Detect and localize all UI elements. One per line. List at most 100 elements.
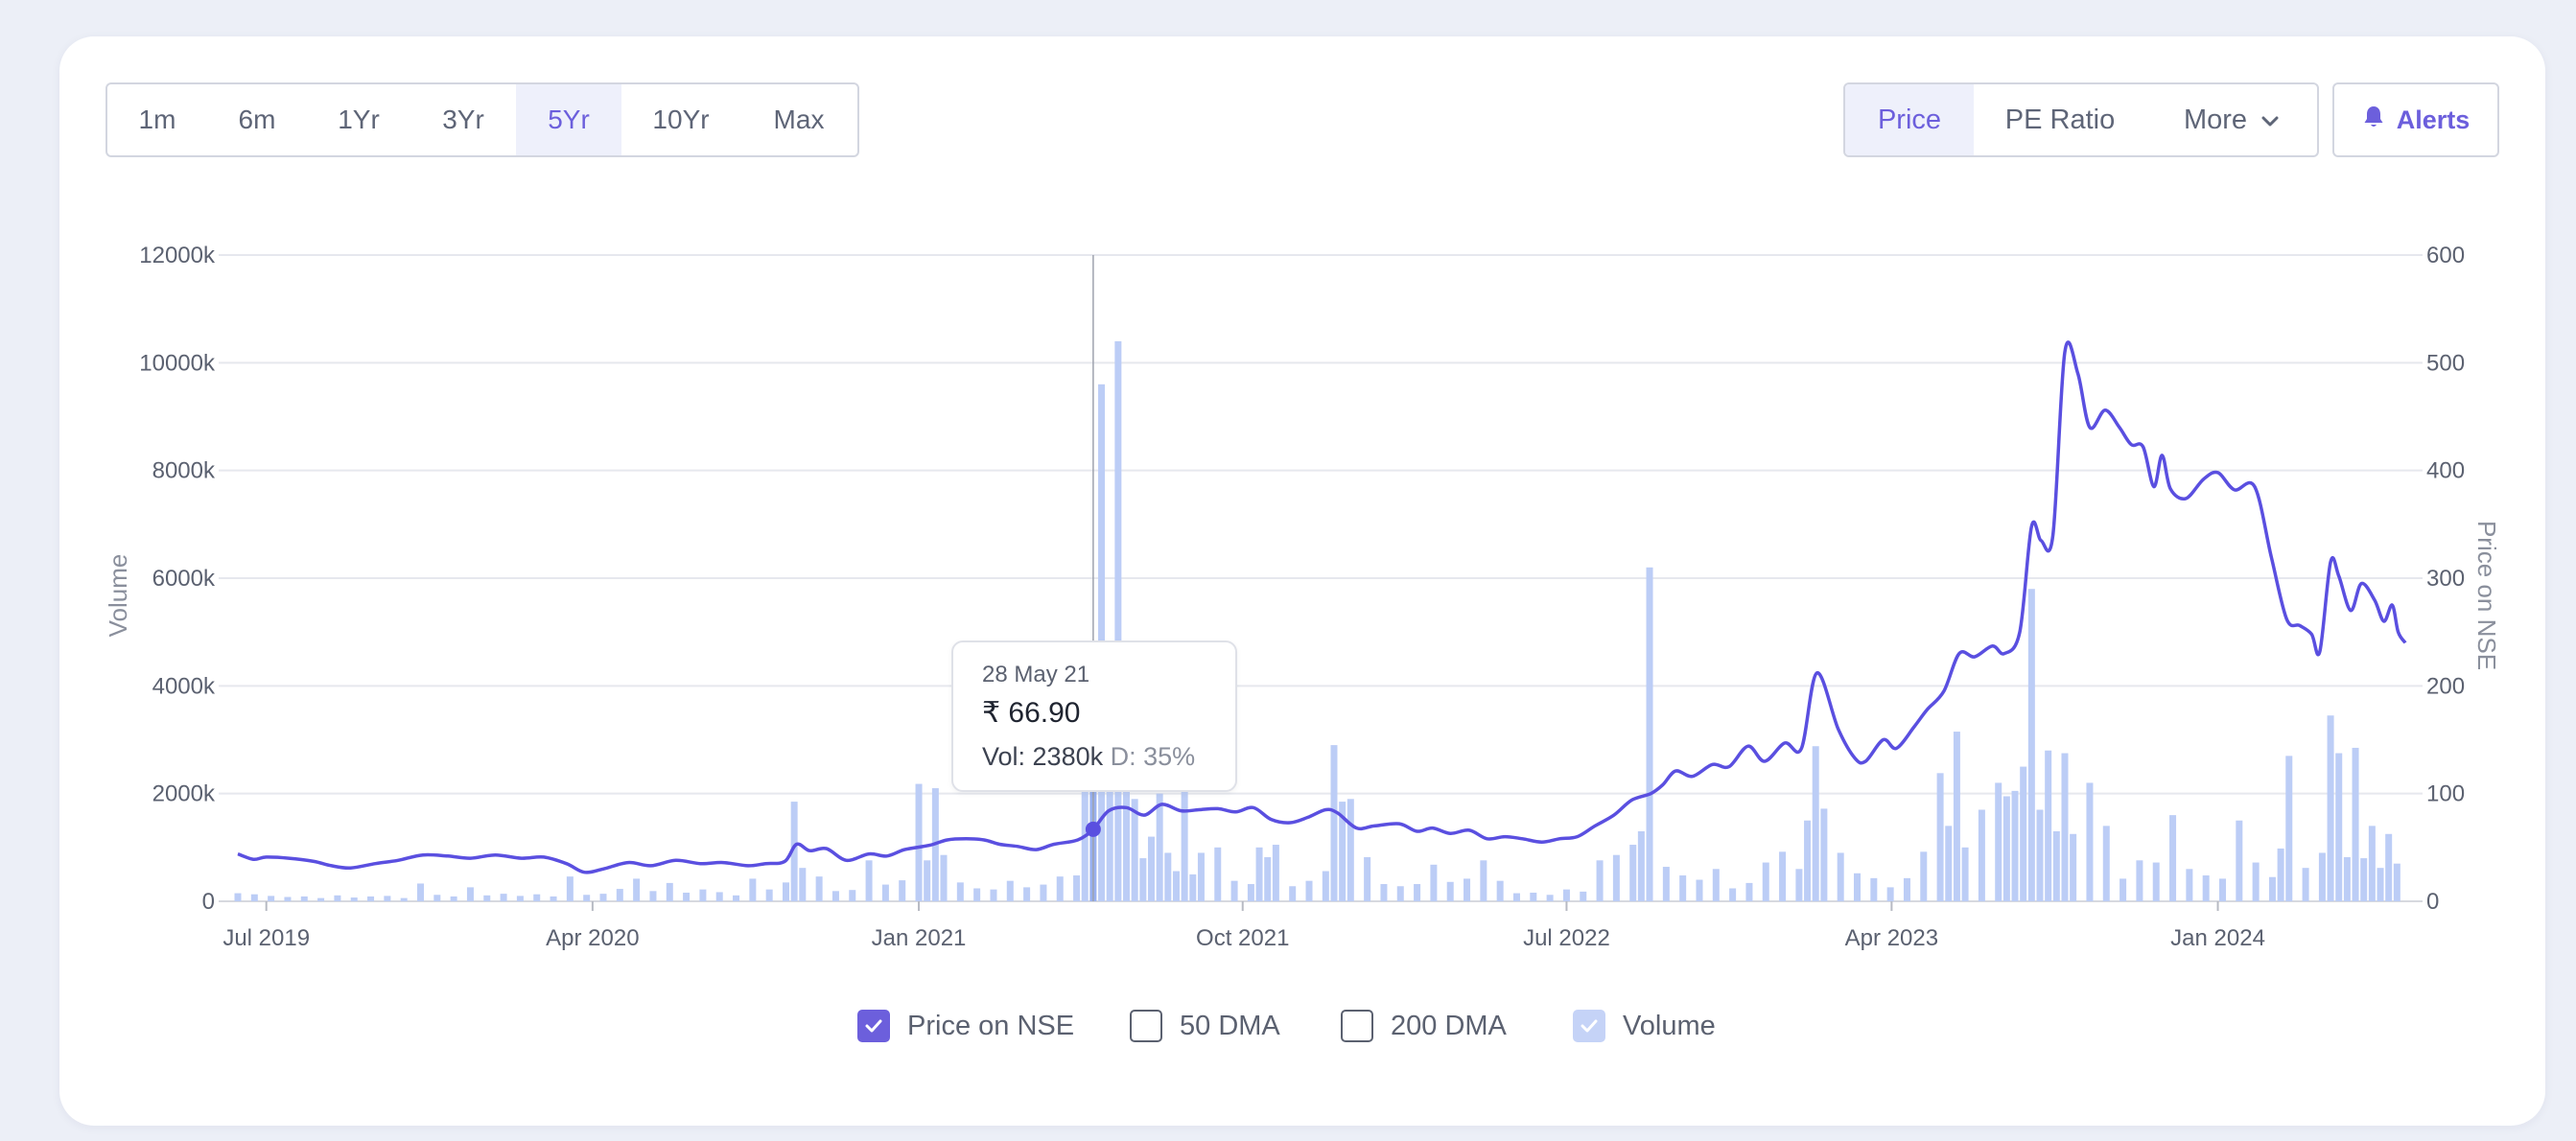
volume-bar xyxy=(583,895,591,901)
volume-bar xyxy=(550,896,557,901)
volume-bar xyxy=(1795,869,1803,901)
volume-bar xyxy=(2352,747,2359,901)
volume-bar xyxy=(2252,862,2260,901)
range-tab-1yr[interactable]: 1Yr xyxy=(338,105,380,134)
legend-200-dma-checkbox[interactable] xyxy=(1341,1010,1373,1042)
volume-bar xyxy=(1637,830,1645,901)
volume-bar xyxy=(1289,886,1297,901)
tooltip-price: ₹ 66.90 xyxy=(982,697,1081,729)
volume-bar xyxy=(450,896,457,901)
volume-bar xyxy=(1512,893,1520,901)
volume-bar xyxy=(1123,766,1131,901)
volume-bar xyxy=(2268,876,2276,901)
legend-volume[interactable]: Volume xyxy=(1573,1007,1716,1045)
volume-bar xyxy=(599,894,607,901)
volume-bar xyxy=(1330,745,1338,901)
volume-bar xyxy=(2061,753,2069,901)
legend-volume-checkbox[interactable] xyxy=(1573,1010,1605,1042)
tab-pe-ratio[interactable]: PE Ratio xyxy=(2004,104,2116,135)
volume-bar xyxy=(940,854,948,901)
tooltip-delivery: D: 35% xyxy=(1110,742,1196,771)
price-line xyxy=(237,340,2407,874)
more-dropdown[interactable]: More xyxy=(2146,84,2317,155)
volume-bar xyxy=(1380,884,1388,901)
range-tab-max[interactable]: Max xyxy=(773,105,825,134)
volume-bar xyxy=(416,883,424,901)
volume-bar xyxy=(2285,756,2293,901)
volume-bar xyxy=(2152,862,2160,901)
volume-bar xyxy=(1396,886,1404,901)
y-right-axis-title: Price on NSE xyxy=(2472,521,2501,670)
volume-bar xyxy=(1854,873,1862,901)
y-left-tick-label: 2000k xyxy=(152,781,216,807)
volume-bar xyxy=(2070,833,2077,901)
volume-bar xyxy=(1936,773,1944,901)
range-tab-3yr[interactable]: 3Yr xyxy=(442,105,484,134)
volume-bar xyxy=(317,897,325,901)
range-tab-6m[interactable]: 6m xyxy=(238,105,276,134)
volume-bar xyxy=(1197,852,1205,901)
legend-50-dma[interactable]: 50 DMA xyxy=(1130,1007,1280,1045)
volume-bar xyxy=(2360,858,2368,901)
volume-bar xyxy=(1081,777,1089,901)
x-tick-label: Jul 2019 xyxy=(222,925,310,951)
legend-price-on-nse[interactable]: Price on NSE xyxy=(857,1007,1074,1045)
volume-bar xyxy=(483,895,491,901)
volume-bar xyxy=(2169,815,2177,901)
range-tab-1m[interactable]: 1m xyxy=(138,105,176,134)
y-left-tick-label: 12000k xyxy=(139,243,216,268)
volume-bar xyxy=(234,893,242,901)
x-tick-label: Jul 2022 xyxy=(1523,925,1610,951)
x-tick-label: Oct 2021 xyxy=(1196,925,1289,951)
volume-bar xyxy=(400,897,408,901)
volume-bar xyxy=(1870,877,1878,901)
volume-bar xyxy=(516,896,524,901)
metric-selector: Price PE Ratio More xyxy=(1843,82,2319,157)
tooltip: 28 May 21 ₹ 66.90 Vol: 2380k D: 35% xyxy=(951,640,1237,792)
y-left-tick-label: 8000k xyxy=(152,458,216,484)
volume-bar xyxy=(1961,847,1969,901)
volume-bar xyxy=(1646,567,1653,901)
volume-bar xyxy=(1612,854,1620,901)
legend-50-dma-checkbox[interactable] xyxy=(1130,1010,1162,1042)
volume-bar xyxy=(1347,799,1354,901)
checkmark-icon xyxy=(1581,1019,1598,1033)
legend-price-on-nse-checkbox[interactable] xyxy=(857,1010,890,1042)
volume-bar xyxy=(2335,753,2343,901)
range-tab-5yr[interactable]: 5Yr xyxy=(516,84,621,155)
volume-bar xyxy=(881,884,889,901)
volume-bar xyxy=(715,892,723,901)
volume-bar xyxy=(350,897,358,901)
volume-bar xyxy=(1779,851,1787,901)
legend-200-dma[interactable]: 200 DMA xyxy=(1341,1007,1507,1045)
legend-50-dma-label: 50 DMA xyxy=(1180,1010,1280,1041)
y-right-tick-label: 600 xyxy=(2426,243,2465,268)
volume-bar xyxy=(1164,852,1172,901)
volume-bar xyxy=(2036,809,2044,901)
x-tick-label: Apr 2023 xyxy=(1845,925,1938,951)
time-range-selector: 1m 6m 1Yr 3Yr 5Yr 10Yr Max xyxy=(105,82,859,157)
volume-bar xyxy=(1006,880,1014,901)
volume-bar xyxy=(1156,793,1163,901)
volume-bar xyxy=(2343,856,2351,901)
volume-bar xyxy=(849,890,856,901)
volume-bar xyxy=(1886,887,1894,901)
volume-bar xyxy=(1662,867,1670,901)
legend-200-dma-label: 200 DMA xyxy=(1391,1010,1507,1041)
volume-bar xyxy=(250,894,258,901)
volume-bar xyxy=(899,880,906,901)
alerts-button[interactable]: Alerts xyxy=(2332,82,2499,157)
volume-bar xyxy=(1305,880,1313,901)
volume-bar xyxy=(1339,802,1347,901)
volume-bar xyxy=(815,876,823,901)
volume-bar xyxy=(1696,879,1703,901)
volume-bar xyxy=(2327,715,2334,901)
tab-price[interactable]: Price xyxy=(1845,84,1974,155)
volume-bar xyxy=(2385,833,2393,901)
range-tab-10yr[interactable]: 10Yr xyxy=(652,105,710,134)
tooltip-volume-value: Vol: 2380k xyxy=(982,742,1104,771)
volume-bar xyxy=(1762,862,1769,901)
y-left-tick-label: 6000k xyxy=(152,566,216,592)
volume-bar xyxy=(2302,868,2309,901)
